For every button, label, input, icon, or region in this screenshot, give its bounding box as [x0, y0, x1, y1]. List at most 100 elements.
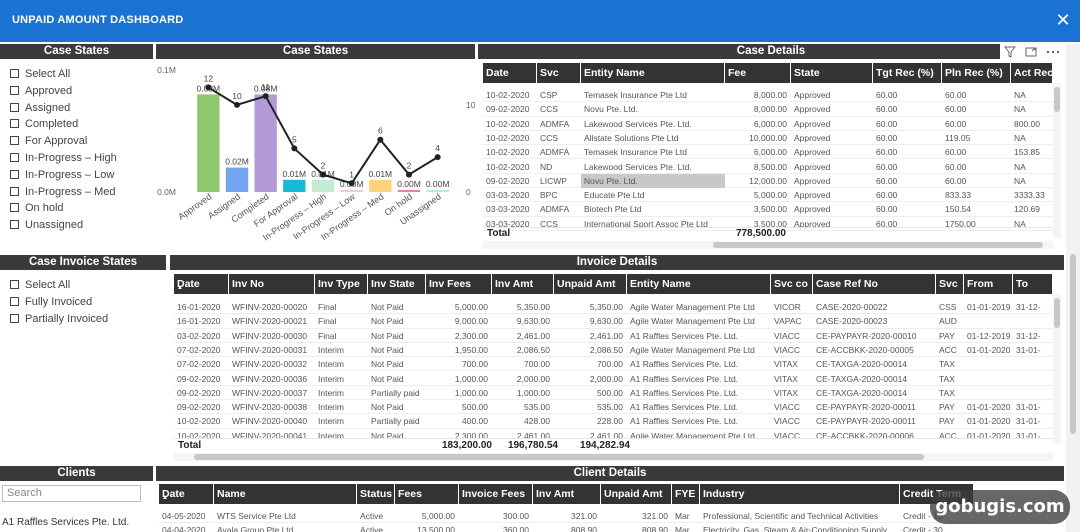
client-list-item[interactable]: A1 Raffles Services Pte. Ltd. [2, 517, 130, 528]
column-header[interactable]: Name [214, 484, 356, 504]
case-details-hscroll-thumb[interactable] [713, 242, 1043, 248]
slicer-option[interactable]: Completed [10, 117, 78, 131]
clients-search-input[interactable]: Search [2, 485, 141, 502]
column-header[interactable]: Case Ref No [813, 274, 935, 294]
column-header[interactable]: Status [357, 484, 394, 504]
column-header[interactable]: Svc [537, 63, 580, 83]
column-header[interactable]: Date ▲ [159, 484, 213, 504]
table-row[interactable]: 09-02-2020 WFINV-2020-00037 Interim Partial… [174, 386, 1053, 401]
table-row[interactable]: 10-02-2020 ADMFA Lakewood Services Pte. Lt… [483, 117, 1053, 131]
table-row[interactable]: 07-02-2020 WFINV-2020-00032 Interim Not Pai… [174, 357, 1053, 372]
slicer-option[interactable]: Select All [10, 278, 70, 292]
page-scrollbar[interactable] [1066, 44, 1080, 532]
table-row[interactable]: 10-02-2020 ADMFA Temasek Insurance Pte Ltd… [483, 145, 1053, 160]
column-header[interactable]: FYE [672, 484, 699, 504]
table-row[interactable]: 04-05-2020 WTS Service Pte Ltd Active 5,000… [159, 509, 974, 524]
invoice-details-hscroll[interactable] [174, 453, 1053, 461]
table-row[interactable]: 10-02-2020 WFINV-2020-00041 Interim Not Pai… [174, 429, 1053, 439]
column-header[interactable]: State [791, 63, 872, 83]
table-row[interactable]: 16-01-2020 WFINV-2020-00021 Final Not Paid 9… [174, 314, 1053, 329]
column-header[interactable]: Inv Amt [533, 484, 600, 504]
table-row[interactable]: 03-03-2020 BPC Educate Pte Ltd 5,000.00 Appr… [483, 188, 1053, 203]
slicer-option[interactable]: Partially Invoiced [10, 312, 108, 326]
column-header[interactable]: Fee [725, 63, 790, 83]
checkbox-icon[interactable] [10, 186, 19, 196]
case-details-vscroll-thumb[interactable] [1054, 87, 1060, 112]
column-header[interactable]: Fees [395, 484, 458, 504]
column-header[interactable]: Pln Rec (%) [942, 63, 1010, 83]
filter-icon[interactable] [1004, 46, 1016, 58]
column-header[interactable]: Svc co [771, 274, 812, 294]
table-row[interactable]: 09-02-2020 LICWP Novu Pte. Ltd. 12,000.00 Ap… [483, 173, 1053, 189]
column-header[interactable]: Svc [936, 274, 963, 294]
slicer-option[interactable]: In-Progress – Low [10, 168, 114, 182]
checkbox-icon[interactable] [10, 220, 19, 230]
checkbox-icon[interactable] [10, 102, 19, 112]
table-row[interactable]: 09-02-2020 CCS Novu Pte. Ltd. 8,000.00 Appro… [483, 102, 1053, 117]
column-header[interactable]: Unpaid Amt [554, 274, 626, 294]
case-details-hscroll[interactable] [483, 241, 1053, 249]
invoice-details-hscroll-thumb[interactable] [194, 454, 924, 460]
column-header[interactable]: Act Rec [1011, 63, 1052, 83]
column-header[interactable]: Tgt Rec (%) [873, 63, 941, 83]
table-row[interactable]: 10-02-2020 CSP Temasek Insurance Pte Ltd 8,… [483, 88, 1053, 103]
column-header[interactable]: Industry [700, 484, 899, 504]
column-header[interactable]: Inv State [368, 274, 425, 294]
table-row[interactable]: 03-02-2020 WFINV-2020-00030 Final Not Paid 2… [174, 329, 1053, 343]
column-header[interactable]: Entity Name [581, 63, 724, 83]
sort-ascending-icon[interactable]: ▲ [177, 285, 183, 291]
column-header[interactable]: Date ▲ [174, 274, 228, 294]
column-header[interactable]: Inv Fees [426, 274, 491, 294]
focus-icon[interactable] [1025, 46, 1037, 58]
slicer-option[interactable]: In-Progress – High [10, 151, 117, 165]
case-states-chart: 0.1M0.0M1000.08M12Approved0.02M10Assigne… [157, 65, 475, 243]
slicer-option[interactable]: In-Progress – Med [10, 185, 115, 199]
checkbox-icon[interactable] [10, 203, 19, 213]
slicer-option[interactable]: Fully Invoiced [10, 295, 92, 309]
column-header[interactable]: Inv Type [315, 274, 367, 294]
checkbox-icon[interactable] [10, 296, 19, 306]
checkbox-icon[interactable] [10, 313, 19, 323]
table-row[interactable]: 07-02-2020 WFINV-2020-00031 Interim Not Pai… [174, 343, 1053, 358]
checkbox-icon[interactable] [10, 119, 19, 129]
table-row[interactable]: 04-04-2020 Ayala Group Pte Ltd Active 13,50… [159, 523, 974, 532]
checkbox-icon[interactable] [10, 280, 19, 289]
slicer-option[interactable]: On hold [10, 201, 64, 215]
column-header[interactable]: Inv Amt [492, 274, 553, 294]
slicer-option[interactable]: Assigned [10, 101, 70, 115]
slicer-option[interactable]: Select All [10, 67, 70, 81]
table-row[interactable]: 03-03-2020 CCS International Sport Assoc P… [483, 217, 1053, 231]
page-scrollbar-thumb[interactable] [1070, 254, 1076, 434]
column-header[interactable]: Unpaid Amt [601, 484, 671, 504]
case-details-vscroll[interactable] [1053, 83, 1061, 238]
table-row[interactable]: 10-02-2020 WFINV-2020-00040 Interim Partial… [174, 414, 1053, 429]
close-icon[interactable]: ✕ [1055, 10, 1071, 30]
column-header[interactable]: Entity Name [627, 274, 770, 294]
column-header[interactable]: Date [483, 63, 536, 83]
table-cell: 2,300.00 [454, 430, 488, 439]
table-row[interactable]: 16-01-2020 WFINV-2020-00020 Final Not Paid 5… [174, 300, 1053, 315]
checkbox-icon[interactable] [10, 85, 19, 95]
slicer-option[interactable]: For Approval [10, 134, 87, 148]
sort-ascending-icon[interactable]: ▲ [162, 495, 168, 501]
column-header[interactable]: Invoice Fees [459, 484, 532, 504]
column-header[interactable]: Inv No [229, 274, 314, 294]
slicer-option[interactable]: Approved [10, 84, 72, 98]
table-row[interactable]: 10-02-2020 CCS Allstate Solutions Pte Ltd 1… [483, 131, 1053, 146]
invoice-details-vscroll[interactable] [1053, 294, 1061, 444]
slicer-option[interactable]: Unassigned [10, 218, 83, 232]
invoice-details-vscroll-thumb[interactable] [1054, 298, 1060, 328]
table-cell: 535.00 [524, 402, 550, 413]
checkbox-icon[interactable] [10, 136, 19, 146]
table-cell: 833.33 [945, 190, 971, 201]
checkbox-icon[interactable] [10, 153, 19, 162]
checkbox-icon[interactable] [10, 169, 19, 179]
column-header[interactable]: To [1013, 274, 1052, 294]
table-row[interactable]: 09-02-2020 WFINV-2020-00038 Interim Not Pai… [174, 400, 1053, 415]
column-header[interactable]: From [964, 274, 1012, 294]
more-icon[interactable] [1046, 46, 1060, 58]
table-row[interactable]: 10-02-2020 ND Lakewood Services Pte. Ltd. 8… [483, 160, 1053, 174]
checkbox-icon[interactable] [10, 69, 19, 78]
table-row[interactable]: 03-03-2020 ADMFA Biotech Pte Ltd 3,500.00 Ap… [483, 202, 1053, 217]
table-row[interactable]: 09-02-2020 WFINV-2020-00036 Interim Not Pai… [174, 372, 1053, 386]
